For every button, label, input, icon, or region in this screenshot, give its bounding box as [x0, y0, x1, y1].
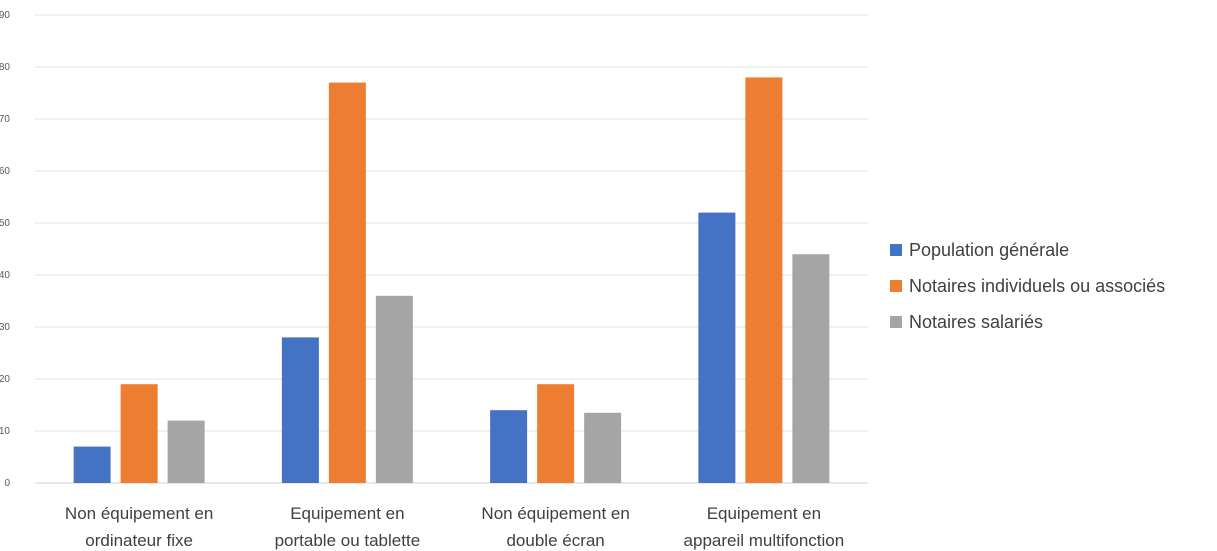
y-tick-label: 10 — [0, 426, 10, 437]
y-tick-label: 0 — [4, 478, 10, 489]
legend-swatch — [890, 316, 902, 328]
legend-swatch — [890, 280, 902, 292]
legend-label: Notaires individuels ou associés — [909, 275, 1166, 296]
bar — [537, 384, 575, 483]
gridlines — [35, 14, 868, 484]
legend-label: Population générale — [909, 239, 1070, 260]
legend-item: Notaires individuels ou associés — [890, 268, 1165, 304]
y-tick-label: 50 — [0, 218, 10, 229]
bar — [167, 420, 205, 483]
bars — [73, 77, 830, 484]
legend: Population générale Notaires individuels … — [890, 232, 1165, 340]
x-tick-label: portable ou tablette — [275, 531, 421, 550]
bar — [745, 77, 783, 484]
legend-swatch — [890, 244, 902, 256]
y-tick-label: 60 — [0, 166, 10, 177]
bar — [73, 446, 111, 483]
bar — [792, 254, 830, 483]
legend-item: Population générale — [890, 232, 1165, 268]
x-tick-label: Non équipement en — [481, 504, 629, 523]
y-tick-label: 30 — [0, 322, 10, 333]
y-tick-label: 20 — [0, 374, 10, 385]
bar — [698, 212, 736, 483]
x-tick-label: Equipement en — [290, 504, 404, 523]
y-tick-label: 80 — [0, 62, 10, 73]
bar — [490, 410, 528, 483]
x-tick-label: ordinateur fixe — [85, 531, 193, 550]
y-tick-label: 40 — [0, 270, 10, 281]
x-tick-label: Non équipement en — [65, 504, 213, 523]
legend-item: Notaires salariés — [890, 304, 1165, 340]
x-tick-label: Equipement en — [707, 504, 821, 523]
x-tick-label: double écran — [506, 531, 604, 550]
y-tick-label: 90 — [0, 10, 10, 21]
y-axis: 0 10 20 30 40 50 60 70 80 90 — [0, 10, 10, 489]
x-tick-label: appareil multifonction — [684, 531, 845, 550]
bar — [375, 295, 413, 483]
x-axis: Non équipement en ordinateur fixe Equipeme… — [65, 504, 844, 550]
bar — [120, 384, 158, 483]
legend-label: Notaires salariés — [909, 311, 1044, 332]
bar — [328, 82, 366, 483]
bar — [281, 337, 319, 483]
y-tick-label: 70 — [0, 114, 10, 125]
bar-chart: 0 10 20 30 40 50 60 70 80 90 Non équipement en ord… — [0, 10, 868, 550]
bar — [584, 412, 622, 483]
